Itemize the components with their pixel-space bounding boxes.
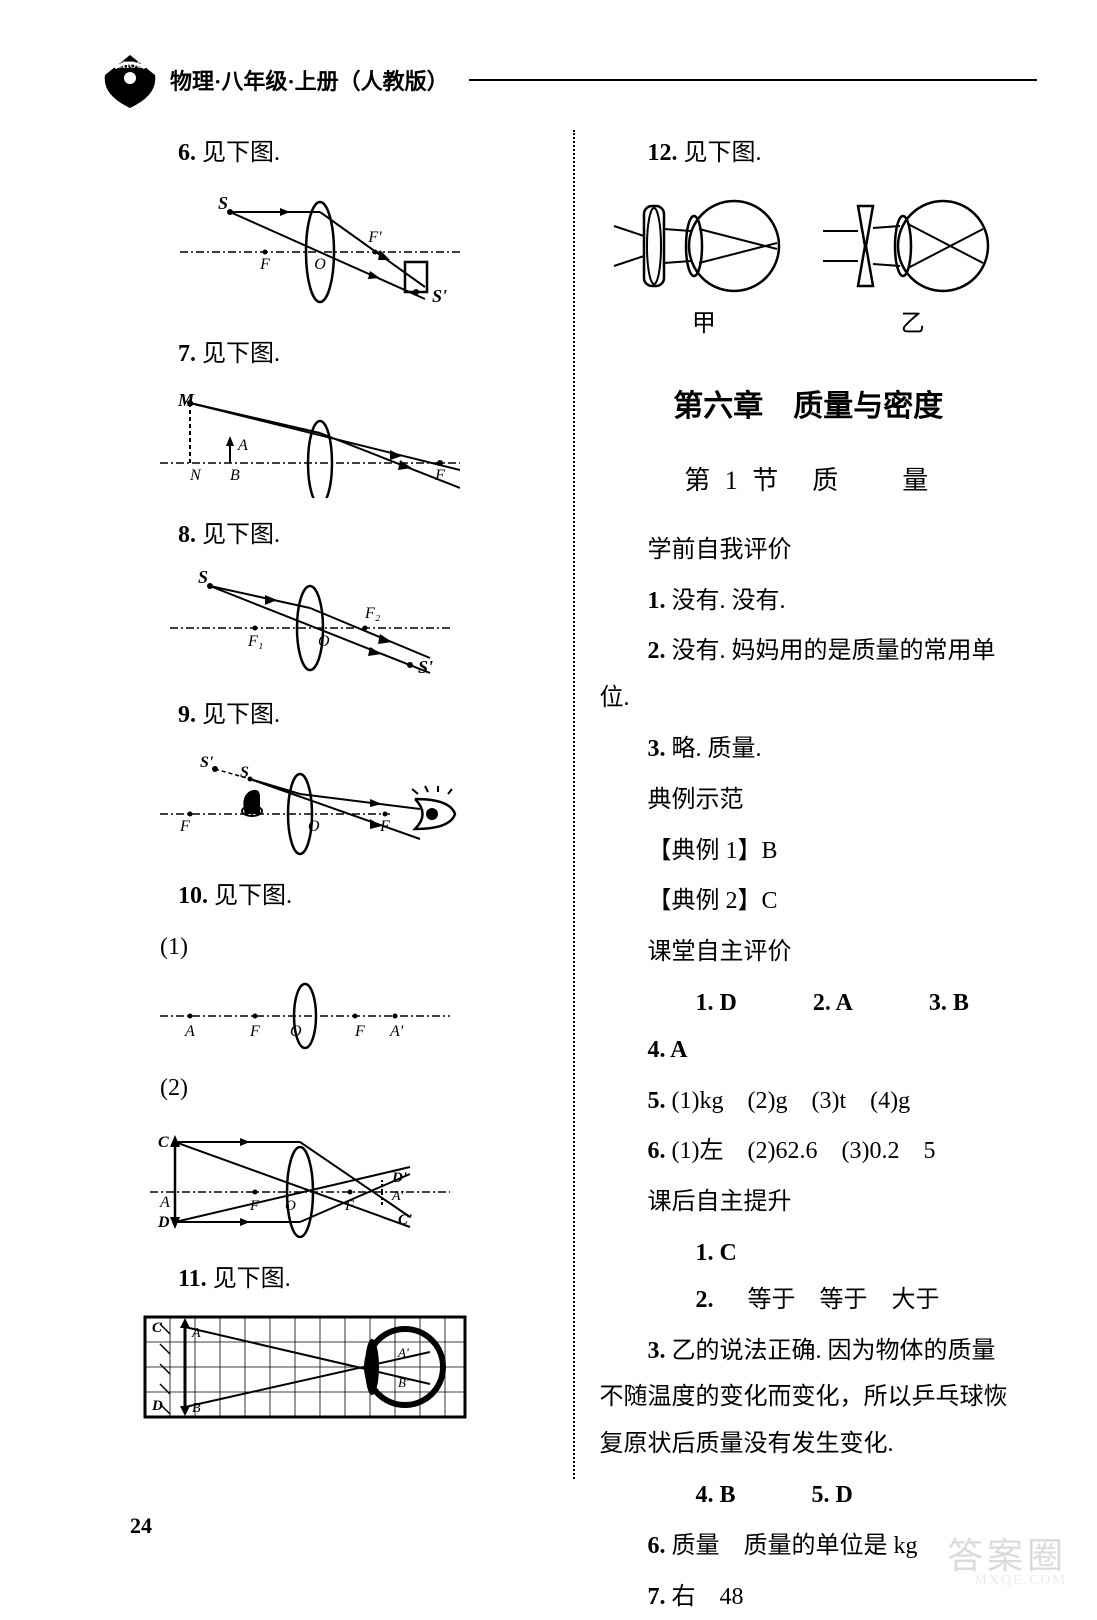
figure-10b-lens-diagram: C D A F F O D' A' C'	[150, 1122, 450, 1242]
answer-1: 1. 没有. 没有.	[600, 578, 1018, 625]
svg-text:S: S	[198, 568, 208, 587]
right-column: 12. 见下图.	[600, 130, 1018, 1479]
chapter-title: 第六章 质量与密度	[600, 378, 1018, 437]
svg-text:SCHOOL: SCHOOL	[111, 60, 150, 70]
svg-text:O: O	[318, 633, 330, 650]
figure-12a-eye-diagram	[609, 181, 799, 301]
svg-text:F: F	[179, 818, 190, 835]
svg-text:A': A'	[391, 1189, 405, 1204]
class-answer-6: 6. (1)左 (2)62.6 (3)0.2 5	[600, 1128, 1018, 1175]
figure-11-grid-lens-diagram: C D A B A' B'	[140, 1312, 470, 1422]
answer-2: 2. 没有. 妈妈用的是质量的常用单位.	[600, 628, 1018, 722]
svg-text:F: F	[249, 1023, 260, 1040]
question-7: 7. 见下图.	[130, 331, 548, 378]
header-rule	[469, 79, 1037, 81]
svg-text:O: O	[285, 1198, 296, 1214]
svg-text:D: D	[157, 1214, 170, 1231]
question-8: 8. 见下图.	[130, 512, 548, 559]
figure-12b-eye-diagram	[818, 181, 1008, 301]
svg-text:O: O	[308, 818, 320, 835]
figure-8-lens-diagram: F₁ F₂ O S S'	[170, 568, 450, 678]
svg-text:F₂: F₂	[364, 605, 381, 622]
svg-text:S: S	[240, 764, 249, 781]
question-11: 11. 见下图.	[130, 1256, 548, 1303]
section-title: 第 1 节 质 量	[600, 456, 1018, 507]
svg-text:O: O	[314, 256, 326, 273]
header-title: 物理·八年级·上册（人教版）	[170, 64, 449, 96]
class-heading: 课堂自主评价	[600, 929, 1018, 976]
svg-text:F: F	[249, 1198, 260, 1214]
example-1: 【典例 1】B	[600, 828, 1018, 875]
school-logo-icon: SCHOOL	[100, 50, 160, 110]
svg-text:S: S	[218, 193, 228, 213]
page-header: SCHOOL 物理·八年级·上册（人教版）	[100, 50, 1037, 110]
question-6: 6. 见下图.	[130, 130, 548, 177]
column-divider	[573, 130, 575, 1479]
content-columns: 6. 见下图. F F' O S S' 7. 见下图. F B N A M	[130, 130, 1017, 1479]
svg-text:D': D'	[391, 1170, 407, 1186]
svg-text:B: B	[230, 467, 240, 484]
question-10: 10. 见下图.	[130, 873, 548, 920]
svg-text:F₁: F₁	[247, 633, 263, 650]
svg-text:S': S'	[200, 754, 214, 771]
svg-text:A: A	[159, 1194, 170, 1211]
svg-text:O: O	[290, 1023, 302, 1040]
svg-text:A': A'	[389, 1023, 404, 1040]
figure-9-lens-eye-diagram: F F O S S'	[160, 749, 460, 859]
svg-text:F: F	[354, 1023, 365, 1040]
after-answers-row2: 4. B5. D	[600, 1472, 1018, 1519]
class-answers-row1: 1. D2. A3. B4. A	[600, 980, 1018, 1074]
figure-7-lens-diagram: F B N A M	[160, 388, 460, 498]
q10-sub2: (2)	[130, 1065, 548, 1112]
question-12: 12. 见下图.	[600, 130, 1018, 177]
page-number: 24	[130, 1513, 152, 1539]
after-answers-row1: 1. C2. 等于 等于 大于	[600, 1230, 1018, 1324]
figure-10a-lens-diagram: A F F A' O	[160, 981, 450, 1051]
after-heading: 课后自主提升	[600, 1179, 1018, 1226]
watermark-url: MXQE.COM	[974, 1573, 1067, 1589]
svg-text:S': S'	[432, 286, 447, 306]
example-2: 【典例 2】C	[600, 878, 1018, 925]
svg-text:M: M	[177, 390, 195, 410]
svg-text:B': B'	[398, 1375, 409, 1390]
svg-text:S': S'	[418, 657, 433, 677]
watermark-text: 答案圈	[947, 1527, 1067, 1579]
q10-sub1: (1)	[130, 924, 548, 971]
figure-12-pair	[600, 181, 1018, 301]
svg-text:F': F'	[367, 229, 382, 246]
caption-b: 乙	[818, 301, 1008, 348]
class-answer-5: 5. (1)kg (2)g (3)t (4)g	[600, 1078, 1018, 1125]
svg-text:N: N	[189, 467, 202, 484]
svg-text:A': A'	[397, 1345, 409, 1360]
question-9: 9. 见下图.	[130, 692, 548, 739]
answer-3: 3. 略. 质量.	[600, 726, 1018, 773]
svg-text:A: A	[237, 437, 248, 454]
svg-text:F: F	[259, 256, 270, 273]
after-answer-7: 7. 右 48	[600, 1574, 1018, 1620]
caption-a: 甲	[609, 301, 799, 348]
figure-6-lens-diagram: F F' O S S'	[180, 187, 460, 317]
svg-text:C: C	[158, 1134, 169, 1151]
svg-text:C: C	[152, 1320, 163, 1336]
figure-12-captions: 甲 乙	[600, 301, 1018, 348]
svg-text:A: A	[184, 1023, 195, 1040]
left-column: 6. 见下图. F F' O S S' 7. 见下图. F B N A M	[130, 130, 548, 1479]
example-heading: 典例示范	[600, 777, 1018, 824]
after-answer-3: 3. 乙的说法正确. 因为物体的质量不随温度的变化而变化，所以乒乓球恢复原状后质…	[600, 1328, 1018, 1468]
svg-text:C': C'	[398, 1212, 412, 1228]
pre-heading: 学前自我评价	[600, 527, 1018, 574]
